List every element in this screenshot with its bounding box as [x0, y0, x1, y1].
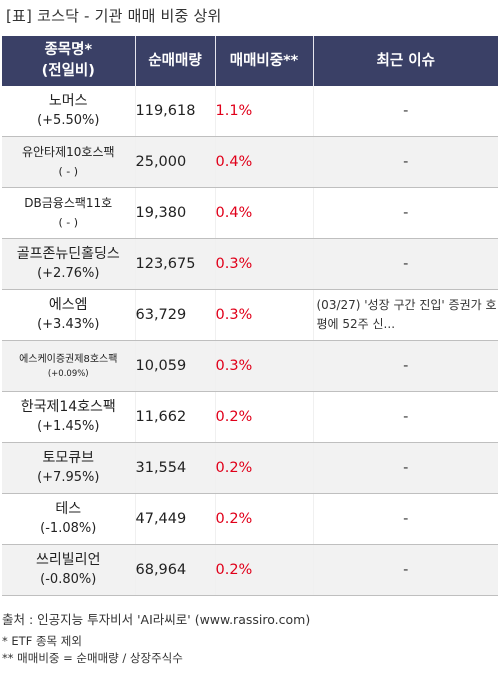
trade-ratio: 0.4%: [215, 136, 314, 188]
stock-name-cell: 노머스 (+5.50%): [2, 86, 136, 137]
trade-ratio: 0.4%: [215, 187, 314, 239]
institution-trading-table: 종목명* (전일비) 순매매량 매매비중** 최근 이슈 노머스 (+5.50%…: [2, 36, 498, 596]
trade-ratio: 0.2%: [215, 442, 314, 494]
stock-name: 테스: [55, 501, 82, 517]
net-volume: 123,675: [135, 238, 216, 290]
stock-change: ( - ): [58, 216, 79, 229]
source-note: 출처 : 인공지능 투자비서 'AI라씨로' (www.rassiro.com): [2, 612, 311, 627]
stock-name: 골프존뉴딘홀딩스: [16, 246, 120, 262]
stock-name-cell: 유안타제10호스팩 ( - ): [2, 136, 136, 188]
header-name: 종목명* (전일비): [2, 36, 136, 86]
trade-ratio: 0.3%: [215, 238, 314, 290]
trade-ratio: 0.2%: [215, 391, 314, 443]
stock-change: (-0.80%): [40, 572, 97, 587]
footnote-etf: * ETF 종목 제외: [2, 634, 82, 648]
recent-issue: -: [313, 238, 498, 290]
trade-ratio: 0.3%: [215, 289, 314, 341]
net-volume: 11,662: [135, 391, 216, 443]
recent-issue[interactable]: (03/27) '성장 구간 진입' 증권가 호평에 52주 신...: [313, 289, 498, 341]
net-volume: 10,059: [135, 340, 216, 392]
stock-change: (+3.43%): [37, 317, 100, 332]
stock-change: (+0.09%): [47, 369, 89, 379]
trade-ratio: 0.3%: [215, 340, 314, 392]
stock-name-cell: 테스 (-1.08%): [2, 493, 136, 545]
recent-issue: -: [313, 136, 498, 188]
net-volume: 119,618: [135, 86, 216, 137]
table-row: 한국제14호스팩 (+1.45%) 11,662 0.2% -: [2, 391, 498, 443]
net-volume: 31,554: [135, 442, 216, 494]
table-row: 노머스 (+5.50%) 119,618 1.1% -: [2, 86, 498, 137]
stock-name: 에스엠: [48, 297, 88, 313]
recent-issue: -: [313, 493, 498, 545]
net-volume: 19,380: [135, 187, 216, 239]
stock-change: (+5.50%): [37, 113, 100, 128]
trade-ratio: 0.2%: [215, 544, 314, 596]
trade-ratio: 1.1%: [215, 86, 314, 137]
footnote-ratio: ** 매매비중 = 순매매량 / 상장주식수: [2, 651, 183, 665]
recent-issue: -: [313, 86, 498, 137]
stock-name-cell: 골프존뉴딘홀딩스 (+2.76%): [2, 238, 136, 290]
table-header-row: 종목명* (전일비) 순매매량 매매비중** 최근 이슈: [2, 36, 498, 86]
recent-issue: -: [313, 544, 498, 596]
stock-name: 토모큐브: [42, 450, 95, 466]
stock-name: 노머스: [48, 93, 88, 109]
stock-name: 유안타제10호스팩: [21, 145, 115, 159]
stock-change: (-1.08%): [40, 521, 97, 536]
stock-name-cell: 토모큐브 (+7.95%): [2, 442, 136, 494]
table-row: 골프존뉴딘홀딩스 (+2.76%) 123,675 0.3% -: [2, 238, 498, 290]
trade-ratio: 0.2%: [215, 493, 314, 545]
stock-name-cell: 에스엠 (+3.43%): [2, 289, 136, 341]
net-volume: 25,000: [135, 136, 216, 188]
table-row: 토모큐브 (+7.95%) 31,554 0.2% -: [2, 442, 498, 494]
stock-change: (+2.76%): [37, 266, 100, 281]
stock-name: DB금융스팩11호: [24, 196, 113, 210]
stock-change: (+7.95%): [37, 470, 100, 485]
stock-name-cell: 한국제14호스팩 (+1.45%): [2, 391, 136, 443]
table-row: 유안타제10호스팩 ( - ) 25,000 0.4% -: [2, 136, 498, 188]
recent-issue: -: [313, 442, 498, 494]
stock-name: 한국제14호스팩: [20, 399, 116, 415]
header-name-line2: (전일비): [41, 63, 95, 79]
header-ratio: 매매비중**: [215, 36, 314, 86]
table-title: [표] 코스닥 - 기관 매매 비중 상위: [6, 7, 222, 25]
stock-change: (+1.45%): [37, 419, 100, 434]
header-volume: 순매매량: [135, 36, 216, 86]
stock-change: ( - ): [58, 165, 79, 178]
stock-name-cell: DB금융스팩11호 ( - ): [2, 187, 136, 239]
recent-issue: -: [313, 340, 498, 392]
table-row: DB금융스팩11호 ( - ) 19,380 0.4% -: [2, 187, 498, 239]
table-row: 에스케이증권제8호스팩 (+0.09%) 10,059 0.3% -: [2, 340, 498, 392]
net-volume: 63,729: [135, 289, 216, 341]
net-volume: 68,964: [135, 544, 216, 596]
recent-issue: -: [313, 391, 498, 443]
header-name-line1: 종목명*: [44, 42, 93, 58]
stock-name-cell: 쓰리빌리언 (-0.80%): [2, 544, 136, 596]
net-volume: 47,449: [135, 493, 216, 545]
stock-name: 쓰리빌리언: [36, 552, 101, 568]
header-issue: 최근 이슈: [313, 36, 498, 86]
recent-issue: -: [313, 187, 498, 239]
table-row: 테스 (-1.08%) 47,449 0.2% -: [2, 493, 498, 545]
stock-name-cell: 에스케이증권제8호스팩 (+0.09%): [2, 340, 136, 392]
table-row: 에스엠 (+3.43%) 63,729 0.3% (03/27) '성장 구간 …: [2, 289, 498, 341]
table-row: 쓰리빌리언 (-0.80%) 68,964 0.2% -: [2, 544, 498, 596]
stock-name: 에스케이증권제8호스팩: [19, 354, 118, 365]
